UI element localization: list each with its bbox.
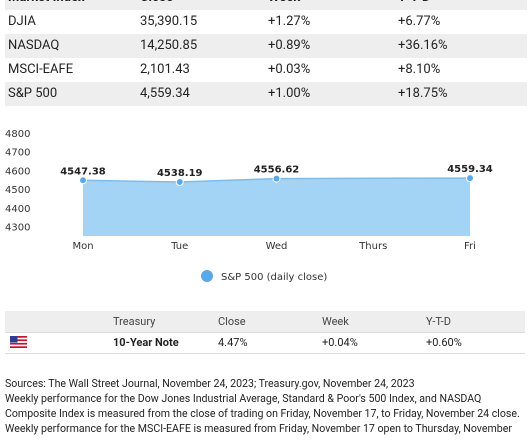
table-cell: MSCI-EAFE bbox=[8, 62, 74, 77]
table-row: DJIA 35,390.15 +1.27% +6.77% bbox=[5, 10, 527, 34]
table-cell: 35,390.15 bbox=[140, 14, 198, 29]
chart: 4300 4400 4500 4600 4700 4800 Mon Tue Wed Thurs Fr… bbox=[5, 129, 493, 283]
x-tick-label: Tue bbox=[170, 241, 188, 252]
table-cell: +0.60% bbox=[426, 336, 462, 349]
y-tick-label: 4600 bbox=[5, 166, 30, 177]
table-cell: +0.89% bbox=[268, 38, 311, 53]
y-tick-label: 4500 bbox=[5, 185, 30, 196]
table-cell: Y-T-D bbox=[426, 315, 451, 328]
table-cell: +6.77% bbox=[398, 14, 441, 29]
table-cell: Treasury bbox=[113, 315, 156, 328]
table-cell: 14,250.85 bbox=[140, 38, 198, 53]
data-label: 4559.34 bbox=[447, 164, 493, 175]
y-tick-label: 4800 bbox=[5, 129, 30, 140]
table-cell: +1.00% bbox=[268, 86, 311, 101]
table-cell: Week bbox=[268, 0, 300, 10]
point bbox=[272, 174, 281, 183]
x-tick-label: Fri bbox=[464, 241, 476, 252]
sources: Sources: The Wall Street Journal, Novemb… bbox=[5, 376, 527, 436]
legend-label: S&P 500 (daily close) bbox=[221, 272, 327, 283]
table-cell: 10-Year Note bbox=[113, 336, 179, 349]
source-text: Weekly performance for the MSCI-EAFE is … bbox=[5, 422, 512, 435]
legend-marker bbox=[201, 270, 213, 282]
point bbox=[175, 178, 184, 187]
table-row: NASDAQ 14,250.85 +0.89% +36.16% bbox=[5, 34, 527, 58]
x-tick-label: Mon bbox=[72, 241, 93, 252]
source-text: Sources: The Wall Street Journal, Novemb… bbox=[5, 377, 415, 390]
table-cell: 2,101.43 bbox=[140, 62, 190, 77]
source-text: Weekly performance for the Dow Jones Ind… bbox=[5, 392, 520, 420]
table-cell: S&P 500 bbox=[8, 86, 58, 101]
table-cell: +0.04% bbox=[322, 336, 358, 349]
us-flag bbox=[10, 336, 27, 348]
point bbox=[466, 174, 474, 183]
data-label: 4556.62 bbox=[254, 165, 300, 176]
x-tick-label: Thurs bbox=[358, 241, 387, 252]
table-cell: 4,559.34 bbox=[140, 86, 190, 101]
data-label: 4547.38 bbox=[60, 166, 106, 177]
table-cell: 4.47% bbox=[218, 336, 248, 349]
table-cell: +8.10% bbox=[398, 62, 441, 77]
table-row: 10-Year Note 4.47% +0.04% +0.60% bbox=[5, 332, 525, 354]
table-cell: Close bbox=[218, 315, 246, 328]
table-row: Treasury Close Week Y-T-D bbox=[5, 311, 525, 333]
table-cell: +0.03% bbox=[268, 62, 311, 77]
area bbox=[83, 178, 470, 236]
table-cell: +36.16% bbox=[398, 38, 448, 53]
table-row: S&P 500 4,559.34 +1.00% +18.75% bbox=[5, 82, 527, 106]
table-row: MSCI-EAFE 2,101.43 +0.03% +8.10% bbox=[5, 58, 527, 82]
table-cell: +18.75% bbox=[398, 86, 448, 101]
line bbox=[82, 177, 471, 183]
table-cell: DJIA bbox=[8, 14, 36, 29]
table-cell: +1.27% bbox=[268, 14, 311, 29]
point bbox=[79, 176, 87, 185]
table-row: Market Index Close Week Y-T-D bbox=[5, 0, 527, 10]
x-tick-label: Wed bbox=[266, 241, 288, 252]
table-cell: Week bbox=[322, 315, 349, 328]
table-cell: Market Index bbox=[8, 0, 85, 10]
table-cell: NASDAQ bbox=[8, 38, 60, 53]
table-cell: Close bbox=[140, 0, 173, 10]
y-tick-label: 4300 bbox=[5, 223, 30, 234]
y-tick-label: 4700 bbox=[5, 148, 30, 159]
data-label: 4538.19 bbox=[157, 168, 203, 179]
table-cell: Y-T-D bbox=[398, 0, 430, 10]
y-tick-label: 4400 bbox=[5, 204, 30, 215]
